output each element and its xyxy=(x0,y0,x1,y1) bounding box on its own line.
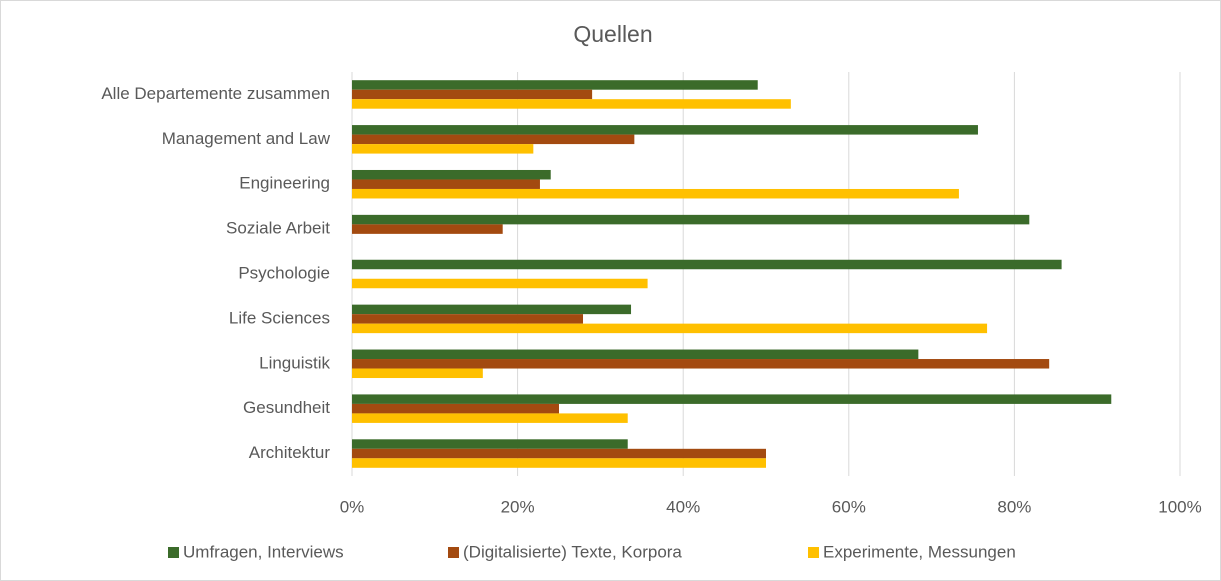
y-tick-label: Life Sciences xyxy=(229,308,330,327)
bar xyxy=(352,394,1112,404)
bar xyxy=(352,413,628,423)
y-tick-label: Management and Law xyxy=(162,129,331,148)
x-tick-label: 20% xyxy=(501,497,535,516)
bar xyxy=(352,188,959,199)
bar xyxy=(352,99,791,109)
bar xyxy=(352,314,584,324)
y-tick-label: Engineering xyxy=(239,174,330,193)
bar xyxy=(352,134,635,145)
x-tick-label: 100% xyxy=(1158,497,1201,516)
bar xyxy=(352,80,758,90)
x-tick-label: 40% xyxy=(666,497,700,516)
x-tick-label: 80% xyxy=(997,497,1031,516)
bar xyxy=(352,403,559,414)
bar xyxy=(352,179,540,189)
legend-label: (Digitalisierte) Texte, Korpora xyxy=(463,542,682,561)
bar xyxy=(352,304,632,315)
y-tick-label: Architektur xyxy=(249,443,331,462)
y-tick-label: Alle Departemente zusammen xyxy=(101,84,330,103)
bar xyxy=(352,144,534,154)
y-tick-label: Gesundheit xyxy=(243,398,330,417)
y-tick-label: Soziale Arbeit xyxy=(226,219,330,238)
bar xyxy=(352,439,628,449)
legend-swatch xyxy=(808,547,819,558)
x-tick-label: 60% xyxy=(832,497,866,516)
bar xyxy=(352,448,766,459)
y-tick-label: Psychologie xyxy=(238,263,330,282)
bar xyxy=(352,359,1050,369)
bar xyxy=(352,169,551,180)
x-tick-label: 0% xyxy=(340,497,365,516)
bar xyxy=(352,278,648,289)
bar xyxy=(352,224,503,234)
legend-label: Experimente, Messungen xyxy=(823,542,1016,561)
bar xyxy=(352,89,593,100)
legend-swatch xyxy=(168,547,179,558)
bar xyxy=(352,368,483,379)
legend-label: Umfragen, Interviews xyxy=(183,542,344,561)
legend-swatch xyxy=(448,547,459,558)
bar xyxy=(352,125,978,135)
bar xyxy=(352,349,919,360)
chart-title: Quellen xyxy=(573,21,652,47)
bar xyxy=(352,214,1030,225)
bar xyxy=(352,458,766,468)
y-tick-label: Linguistik xyxy=(259,353,330,372)
bar xyxy=(352,323,988,334)
bar xyxy=(352,259,1062,270)
